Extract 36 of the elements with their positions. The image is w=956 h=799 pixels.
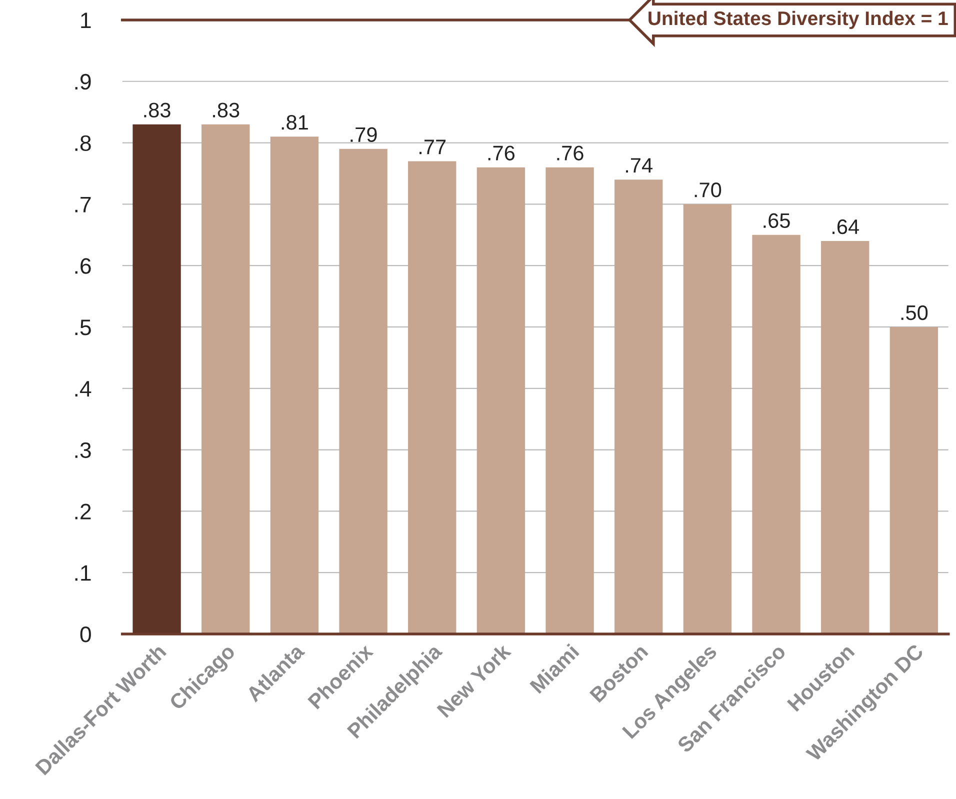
data-label: .74 — [626, 158, 652, 173]
data-label: .79 — [350, 127, 377, 142]
bar — [821, 241, 870, 634]
bar — [202, 124, 250, 634]
y-tick-label: 0 — [80, 626, 91, 642]
data-label: .50 — [901, 305, 928, 320]
data-label: .64 — [832, 219, 859, 234]
bar — [476, 167, 526, 634]
y-tick-label: .8 — [75, 135, 91, 152]
bar — [132, 124, 181, 634]
data-label: .77 — [420, 140, 446, 154]
y-tick-label: .4 — [75, 381, 92, 396]
y-tick-label: .6 — [75, 258, 91, 274]
data-label: .81 — [282, 114, 308, 130]
bar — [270, 136, 319, 634]
y-tick-label: .9 — [75, 74, 91, 90]
y-tick-label: .5 — [75, 320, 91, 336]
y-tick-label: .3 — [75, 442, 91, 458]
data-label: .65 — [764, 213, 790, 228]
ref-line-label: United States Diversity Index = 1 — [648, 10, 948, 30]
bar — [890, 326, 938, 634]
y-tick-label: 1 — [81, 12, 91, 28]
data-label: .83 — [213, 102, 240, 118]
bar — [546, 167, 594, 634]
data-label: .70 — [694, 182, 722, 198]
bar — [752, 234, 800, 634]
bar — [339, 148, 388, 634]
bar — [408, 161, 456, 634]
bar — [683, 204, 732, 634]
y-tick-label: .1 — [75, 565, 91, 581]
y-tick-label: .2 — [75, 504, 91, 520]
y-tick-label: .7 — [75, 196, 91, 212]
data-label: .83 — [144, 102, 170, 118]
bar — [614, 180, 663, 634]
data-label: .76 — [488, 146, 515, 160]
data-label: .76 — [557, 146, 584, 160]
